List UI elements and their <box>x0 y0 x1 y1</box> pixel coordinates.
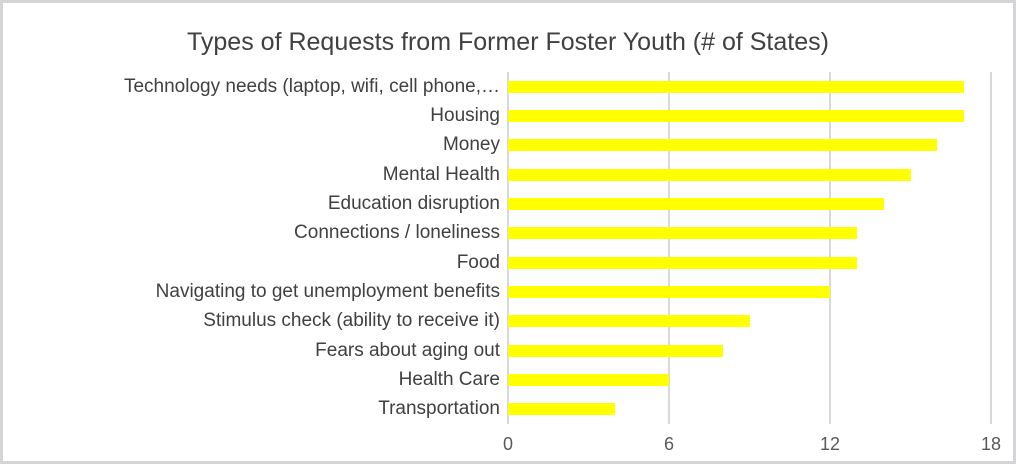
bar <box>508 315 750 328</box>
gridline <box>828 72 831 424</box>
x-tick-label: 12 <box>819 434 840 454</box>
bar <box>508 168 911 181</box>
bar <box>508 139 938 152</box>
bar-track <box>508 219 991 248</box>
gridline <box>667 72 670 424</box>
bar-track <box>508 101 991 130</box>
bar <box>508 80 965 93</box>
bar-track <box>508 307 991 336</box>
category-label: Housing <box>430 104 500 126</box>
category-label: Transportation <box>378 398 500 420</box>
bar <box>508 403 616 416</box>
bar-track <box>508 72 991 101</box>
chart-title: Types of Requests from Former Foster You… <box>187 28 829 56</box>
x-axis-spacer <box>3 424 508 456</box>
category-label: Education disruption <box>327 192 500 214</box>
x-tick-label: 18 <box>980 434 1002 454</box>
category-label: Stimulus check (ability to receive it) <box>203 310 500 332</box>
bar-track <box>508 395 991 424</box>
bar <box>508 197 884 210</box>
bar-track <box>508 131 991 160</box>
bar <box>508 373 669 386</box>
x-tick-label: 6 <box>663 434 674 454</box>
bar <box>508 256 857 269</box>
category-label: Food <box>456 251 500 273</box>
x-tick-label: 0 <box>502 434 514 454</box>
plot-grid <box>507 72 992 424</box>
category-label: Fears about aging out <box>315 339 500 361</box>
bar-track <box>508 365 991 394</box>
bar <box>508 344 723 357</box>
category-label: Mental Health <box>382 163 500 185</box>
bar-track <box>508 189 991 218</box>
x-axis: 0 6 12 18 <box>3 424 1001 456</box>
bar <box>508 227 857 240</box>
gridline <box>990 72 992 424</box>
category-label: Navigating to get unemployment benefits <box>155 280 500 302</box>
bar <box>508 285 830 298</box>
bar-track <box>508 336 991 365</box>
bar-track <box>508 277 991 306</box>
category-labels: Technology needs (laptop, wifi, cell pho… <box>3 72 508 424</box>
plot-area: Technology needs (laptop, wifi, cell pho… <box>3 72 992 424</box>
category-label: Money <box>442 134 500 156</box>
category-label: Connections / loneliness <box>294 222 500 244</box>
gridline <box>507 72 509 424</box>
bar <box>508 109 965 122</box>
gridlines <box>507 72 992 424</box>
category-label: Technology needs (laptop, wifi, cell pho… <box>123 75 500 97</box>
x-axis-ticks: 0 6 12 18 <box>503 424 1001 456</box>
bar-track <box>508 160 991 189</box>
bar-track <box>508 248 991 277</box>
category-label: Health Care <box>398 368 500 390</box>
bars-area <box>508 72 991 424</box>
